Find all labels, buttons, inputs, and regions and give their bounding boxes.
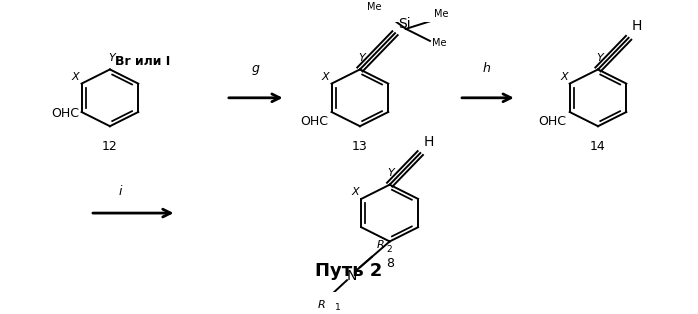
Text: X: X bbox=[322, 72, 329, 82]
Text: Br или I: Br или I bbox=[115, 55, 170, 68]
Text: Me: Me bbox=[432, 38, 447, 48]
Text: Me: Me bbox=[434, 9, 449, 19]
Text: i: i bbox=[118, 185, 121, 198]
Text: Y: Y bbox=[596, 52, 603, 62]
Text: 13: 13 bbox=[352, 140, 368, 153]
Text: g: g bbox=[252, 62, 260, 75]
Text: 1: 1 bbox=[335, 303, 341, 312]
Text: X: X bbox=[560, 72, 567, 82]
Text: H: H bbox=[423, 135, 433, 149]
Text: N: N bbox=[347, 269, 357, 283]
Text: R: R bbox=[318, 300, 325, 310]
Text: Y: Y bbox=[387, 168, 394, 178]
Text: Путь 2: Путь 2 bbox=[315, 262, 383, 280]
Text: h: h bbox=[483, 62, 491, 75]
Text: Si: Si bbox=[398, 17, 410, 30]
Text: OHC: OHC bbox=[300, 116, 328, 128]
Text: 8: 8 bbox=[386, 257, 394, 270]
Text: R: R bbox=[377, 240, 385, 250]
Text: H: H bbox=[632, 19, 642, 34]
Text: X: X bbox=[352, 187, 359, 197]
Text: 12: 12 bbox=[102, 140, 118, 153]
Text: OHC: OHC bbox=[52, 107, 80, 120]
Text: Y: Y bbox=[358, 52, 364, 62]
Text: 2: 2 bbox=[387, 245, 392, 253]
Text: OHC: OHC bbox=[538, 116, 566, 128]
Text: Me: Me bbox=[367, 2, 382, 12]
Text: Y: Y bbox=[108, 52, 114, 62]
Text: 14: 14 bbox=[590, 140, 606, 153]
Text: X: X bbox=[72, 72, 80, 82]
